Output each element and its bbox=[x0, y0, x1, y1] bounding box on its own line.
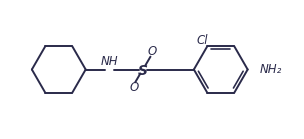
Text: Cl: Cl bbox=[197, 34, 209, 47]
Text: O: O bbox=[147, 45, 157, 58]
Text: NH: NH bbox=[100, 55, 118, 68]
Text: S: S bbox=[138, 64, 148, 78]
Text: NH₂: NH₂ bbox=[259, 63, 282, 76]
Text: O: O bbox=[129, 81, 138, 94]
